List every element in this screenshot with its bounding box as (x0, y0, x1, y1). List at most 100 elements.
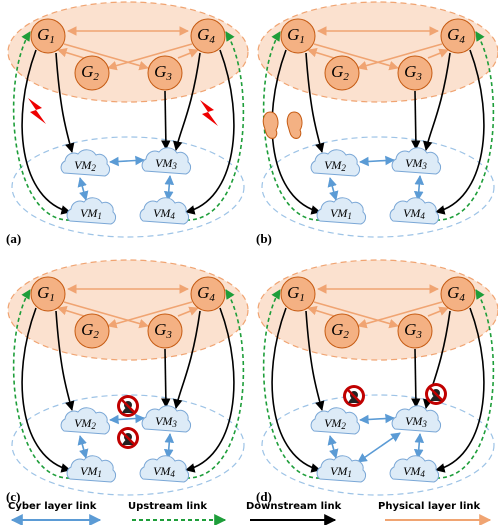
vm-label-sub: 2 (341, 421, 346, 431)
downstream-link (165, 91, 166, 149)
legend-label: Downstream link (246, 501, 342, 512)
cyber-layer (262, 395, 494, 495)
vm-label-base: VM (74, 158, 92, 172)
cyber-layer (262, 137, 494, 237)
node-label-base: G (404, 62, 416, 81)
vm-label-sub: 1 (347, 211, 352, 221)
panel: G1G2G3G4VM1VM2VM3VM4(c) (6, 260, 248, 504)
node-label-base: G (287, 25, 299, 44)
vm-label-base: VM (330, 464, 348, 478)
vm-label-sub: 3 (421, 419, 427, 429)
node-label-base: G (81, 62, 93, 81)
lightning-icon (28, 98, 46, 124)
downstream-link (415, 91, 416, 149)
vm-label-base: VM (80, 464, 98, 478)
ear-icon (263, 112, 278, 138)
cyber-link (110, 160, 144, 162)
node-label-sub: 2 (93, 329, 99, 341)
node-label-sub: 4 (459, 34, 465, 46)
cyber-link (110, 418, 144, 420)
vm-label-sub: 1 (347, 469, 352, 479)
node-label-base: G (37, 283, 49, 302)
node-label-base: G (331, 62, 343, 81)
node-label-sub: 4 (209, 292, 215, 304)
legend: Cyber layer link Upstream link Downstrea… (8, 501, 490, 520)
legend-label: Physical layer link (378, 501, 480, 512)
node-label-sub: 2 (343, 329, 349, 341)
node-label-sub: 1 (49, 34, 55, 46)
cyber-link (330, 436, 336, 458)
vm-label-base: VM (403, 464, 421, 478)
vm-label-sub: 3 (171, 161, 177, 171)
node-label-base: G (404, 320, 416, 339)
node-label-sub: 3 (165, 329, 172, 341)
vm-label-base: VM (330, 206, 348, 220)
vm-label-sub: 3 (421, 161, 427, 171)
vm-label-base: VM (324, 416, 342, 430)
node-label-base: G (154, 62, 166, 81)
vm-label-base: VM (155, 414, 173, 428)
node-label-base: G (287, 283, 299, 302)
cyber-link (360, 160, 394, 162)
node-label-sub: 4 (459, 292, 465, 304)
cyber-link (80, 178, 86, 200)
ear-icon (287, 112, 302, 138)
panel-label: (b) (256, 231, 272, 246)
vm-label-sub: 1 (97, 211, 102, 221)
vm-label-base: VM (403, 206, 421, 220)
node-label-base: G (447, 283, 459, 302)
panel-label: (a) (6, 231, 21, 246)
legend-label: Upstream link (128, 501, 207, 512)
cyber-link (168, 176, 170, 200)
cyber-link (80, 436, 86, 458)
vm-label-base: VM (153, 464, 171, 478)
vm-label-base: VM (74, 416, 92, 430)
vm-label-base: VM (405, 156, 423, 170)
node-label-base: G (197, 283, 209, 302)
vm-label-base: VM (153, 206, 171, 220)
vm-label-base: VM (405, 414, 423, 428)
vm-label-sub: 3 (171, 419, 177, 429)
figure: G1G2G3G4VM1VM2VM3VM4(a)G1G2G3G4VM1VM2VM3… (0, 0, 498, 525)
vm-label-sub: 2 (341, 163, 346, 173)
vm-label-sub: 4 (420, 211, 425, 221)
vm-label-base: VM (80, 206, 98, 220)
node-label-base: G (37, 25, 49, 44)
downstream-link (415, 349, 416, 407)
vm-label-sub: 4 (170, 211, 175, 221)
cyber-layer (12, 137, 244, 237)
lightning-icon (200, 100, 218, 126)
legend-label: Cyber layer link (8, 501, 97, 512)
node-label-sub: 1 (299, 34, 305, 46)
node-label-sub: 3 (165, 71, 172, 83)
panel: G1G2G3G4VM1VM2VM3VM4(b) (256, 2, 498, 246)
cyber-link (330, 178, 336, 200)
cyber-link (418, 176, 420, 200)
node-label-sub: 4 (209, 34, 215, 46)
cyber-link (418, 434, 420, 458)
cyber-link (360, 418, 394, 420)
downstream-link (165, 349, 166, 407)
vm-label-sub: 2 (91, 421, 96, 431)
node-label-base: G (154, 320, 166, 339)
node-label-base: G (447, 25, 459, 44)
cyber-link (358, 433, 400, 462)
vm-label-sub: 4 (170, 469, 175, 479)
node-label-sub: 1 (49, 292, 55, 304)
node-label-sub: 1 (299, 292, 305, 304)
node-label-sub: 2 (93, 71, 99, 83)
vm-label-sub: 2 (91, 163, 96, 173)
node-label-base: G (81, 320, 93, 339)
node-label-sub: 2 (343, 71, 349, 83)
vm-label-sub: 4 (420, 469, 425, 479)
cyber-link (168, 434, 170, 458)
vm-label-base: VM (324, 158, 342, 172)
node-label-base: G (197, 25, 209, 44)
node-label-sub: 3 (415, 71, 422, 83)
node-label-base: G (331, 320, 343, 339)
node-label-sub: 3 (415, 329, 422, 341)
vm-label-base: VM (155, 156, 173, 170)
